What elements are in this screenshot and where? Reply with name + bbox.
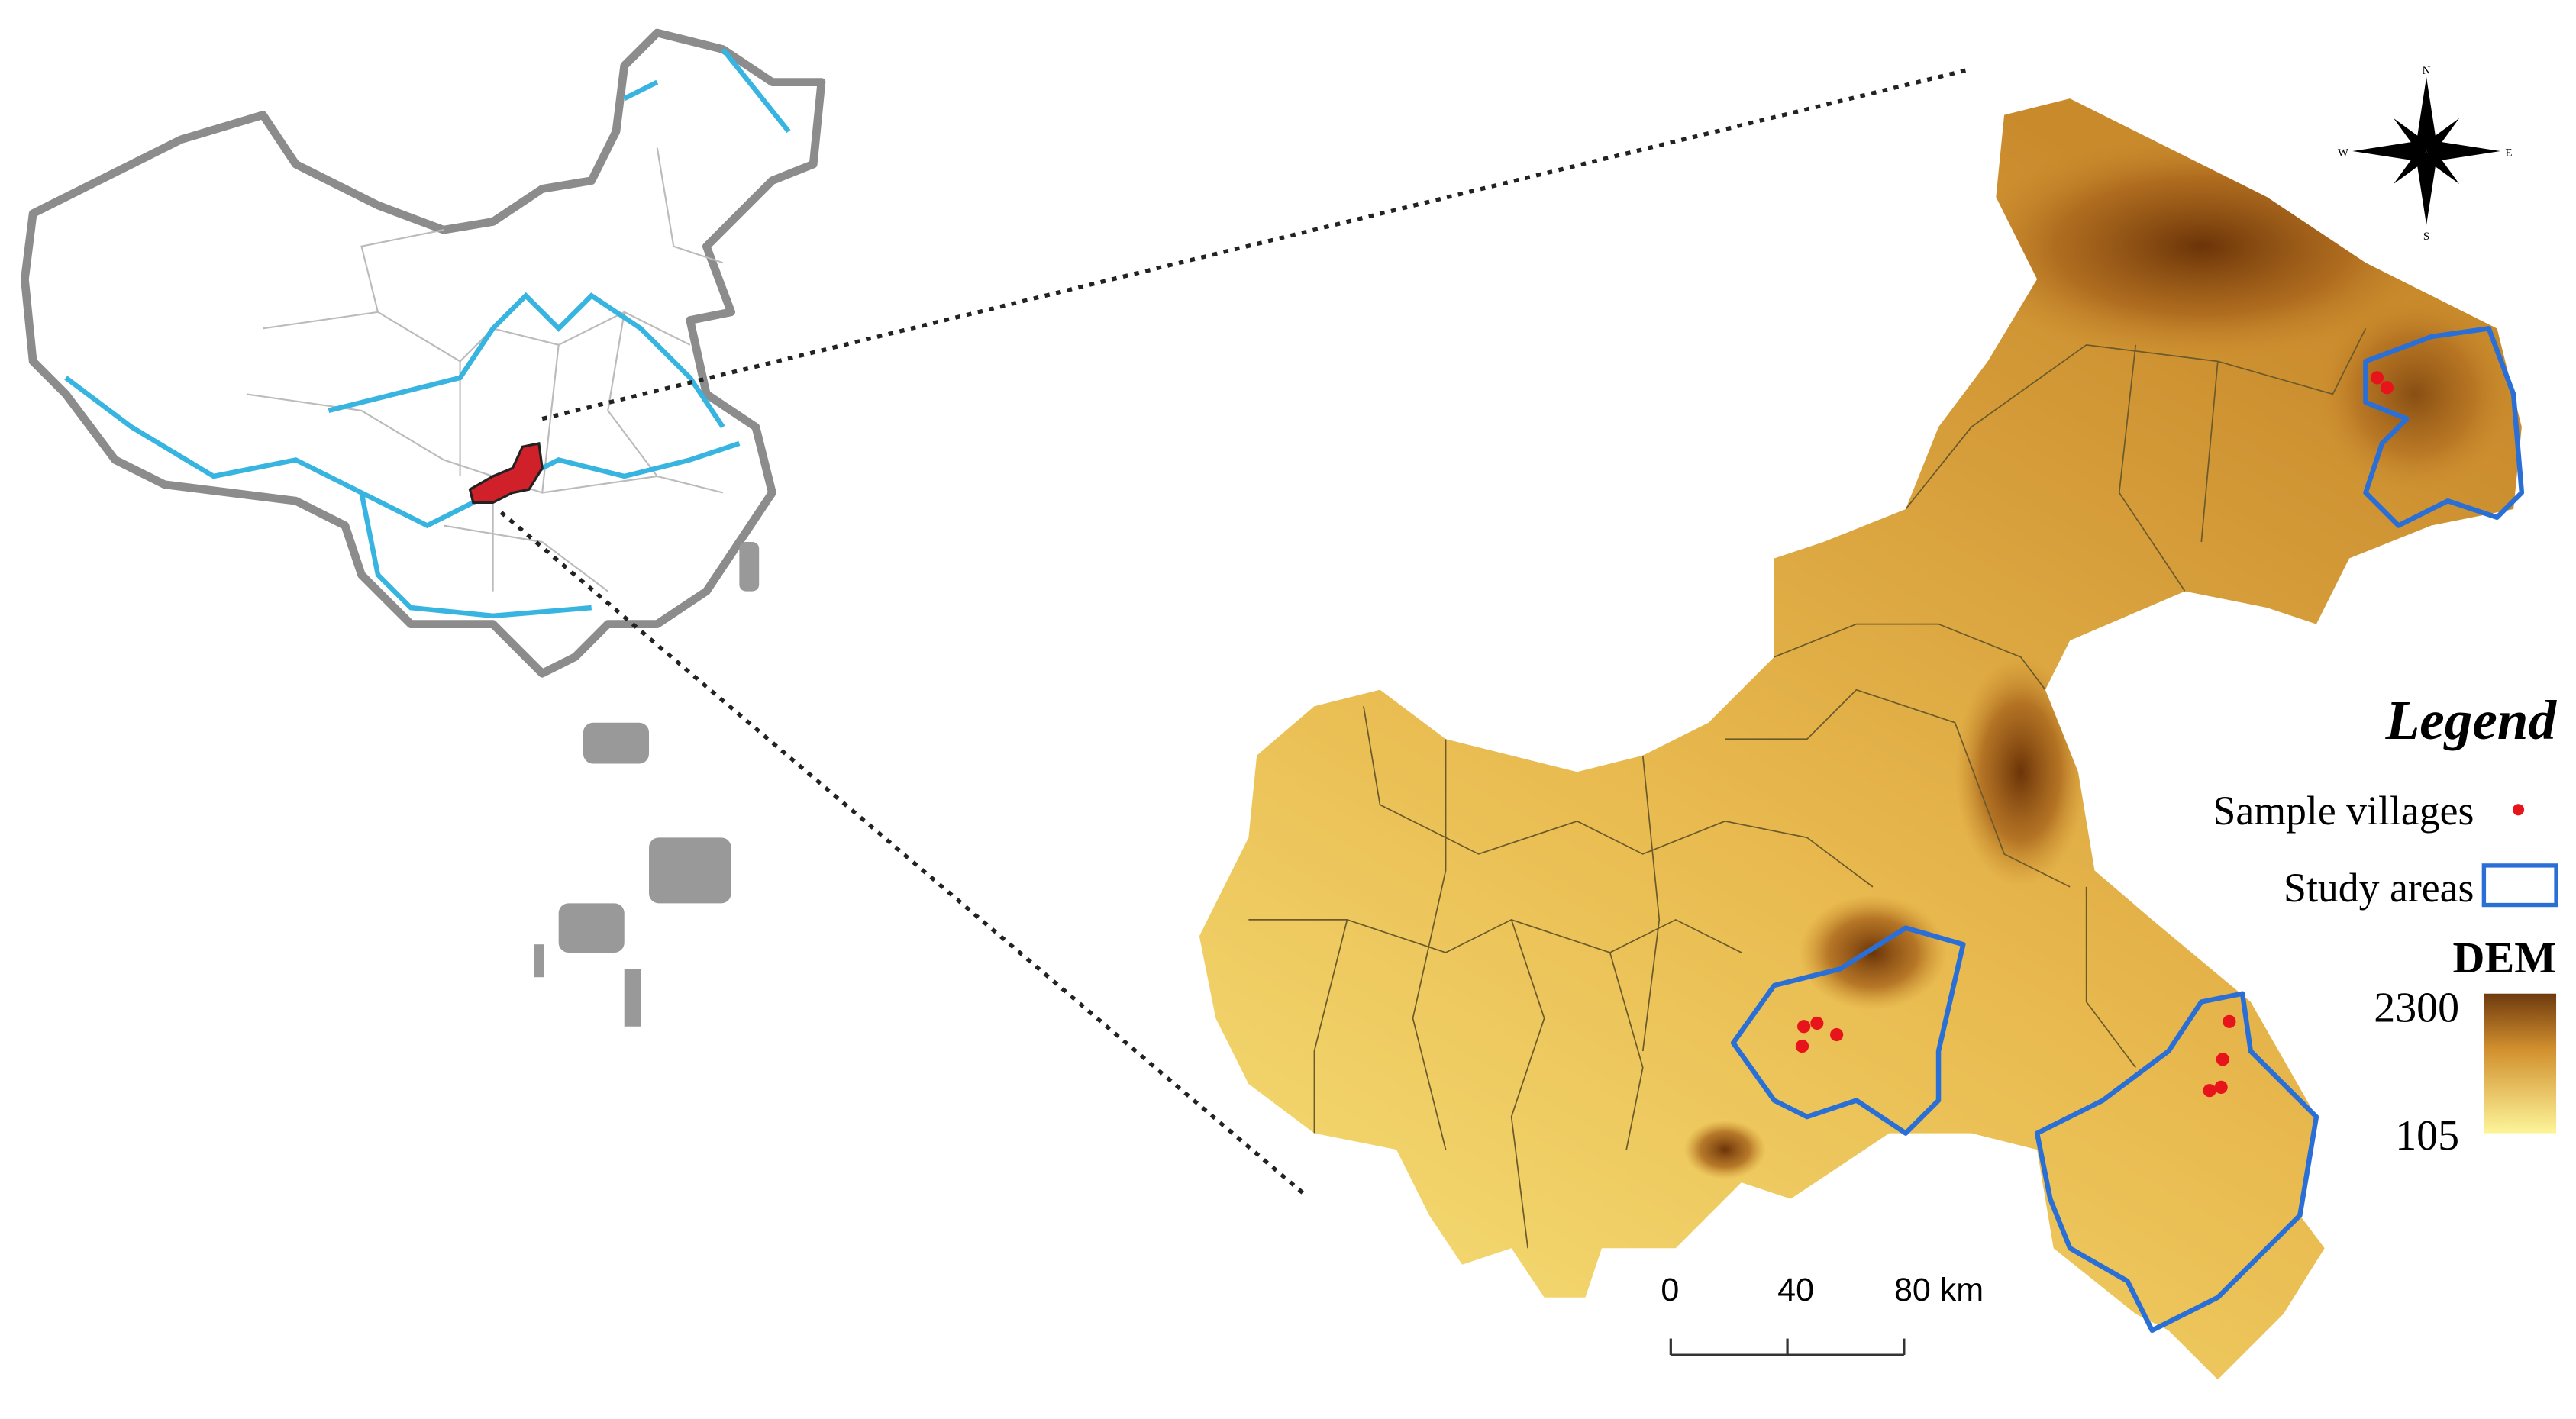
island — [534, 944, 544, 978]
scale-bar: 0 40 80 km — [1661, 1272, 1984, 1356]
study-area — [2034, 991, 2319, 1334]
village — [2214, 1080, 2228, 1094]
legend-label: Sample villages — [2213, 788, 2474, 834]
chongqing-highlight — [468, 442, 544, 505]
village — [1797, 1020, 1811, 1034]
study-area — [2363, 326, 2525, 528]
island — [739, 542, 760, 592]
scale-bar-label: 0 — [1661, 1272, 1679, 1308]
compass-s: S — [2423, 231, 2429, 243]
compass-arm — [2423, 118, 2460, 155]
zoom-lines — [499, 66, 1972, 1198]
dem-map — [1199, 98, 2525, 1380]
village — [2370, 371, 2384, 385]
compass-e: E — [2505, 147, 2512, 159]
legend-study-symbol — [2481, 863, 2558, 908]
compass-arm — [2426, 141, 2500, 161]
compass: N S E W — [2338, 65, 2513, 243]
village — [1795, 1039, 1809, 1053]
study-area — [1730, 925, 1966, 1136]
village — [1810, 1016, 1824, 1030]
district-border — [1725, 689, 2071, 888]
district-border — [1905, 327, 2367, 510]
high-terrain — [2316, 295, 2514, 493]
dem-min: 105 — [2395, 1112, 2459, 1159]
china-overview — [21, 28, 826, 1027]
zoom-line — [541, 66, 1972, 421]
island — [583, 722, 650, 764]
island — [558, 903, 625, 953]
river — [623, 47, 791, 134]
high-terrain — [1799, 895, 1947, 1011]
village — [1830, 1027, 1844, 1042]
legend-label: Study areas — [2284, 865, 2474, 911]
study-areas — [1730, 326, 2525, 1334]
zoom-line — [499, 511, 1308, 1198]
river — [64, 376, 741, 529]
legend-title: Legend — [2385, 689, 2558, 751]
province-border — [360, 229, 658, 493]
dem-max: 2300 — [2374, 984, 2459, 1031]
village — [2203, 1084, 2216, 1098]
dem-title: DEM — [2453, 933, 2557, 982]
river — [328, 292, 725, 429]
island — [624, 969, 641, 1027]
compass-arm — [2416, 77, 2436, 151]
sample-villages — [1795, 371, 2394, 1098]
china-outline — [21, 28, 826, 678]
legend-village-symbol — [2513, 804, 2525, 816]
village — [2216, 1053, 2229, 1066]
river — [359, 492, 592, 619]
compass-arm — [2394, 118, 2430, 155]
china-rivers — [64, 47, 791, 619]
dem-colorbar — [2484, 993, 2557, 1134]
legend: Legend Sample villages Study areas DEM 2… — [2213, 689, 2558, 1159]
district-border — [1363, 706, 1874, 888]
district-borders — [1248, 327, 2367, 1249]
village — [2223, 1014, 2236, 1028]
high-terrain — [1683, 1120, 1767, 1179]
scale-bar-label: 80 km — [1894, 1272, 1984, 1308]
island — [649, 837, 731, 904]
district-border — [2118, 344, 2219, 592]
province-border — [443, 147, 724, 592]
compass-n: N — [2423, 65, 2431, 77]
high-terrain — [1955, 656, 2087, 887]
china-islands — [534, 542, 760, 1027]
compass-arm — [2423, 147, 2460, 184]
village — [2380, 381, 2394, 395]
compass-arm — [2394, 147, 2430, 184]
district-border — [1774, 623, 2046, 691]
district-border — [1313, 739, 1644, 1249]
district-border — [1641, 755, 2136, 1069]
compass-arm — [2352, 141, 2427, 161]
compass-arm — [2416, 150, 2436, 225]
scale-bar-label: 40 — [1777, 1272, 1814, 1308]
compass-w: W — [2338, 147, 2349, 159]
